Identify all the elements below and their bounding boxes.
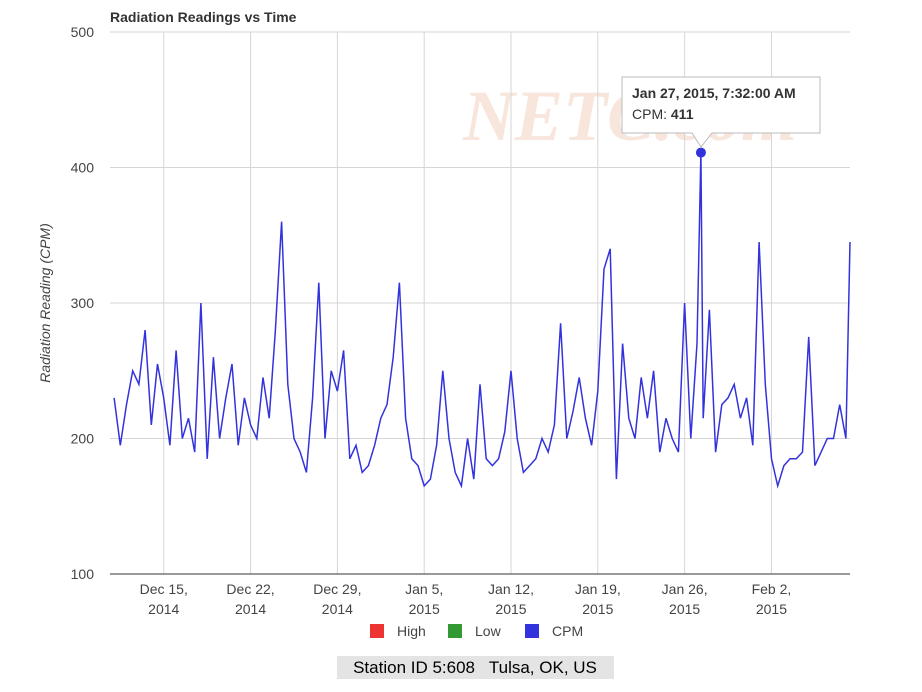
x-tick-label: Jan 5, 2015 <box>405 581 443 617</box>
tooltip-value: 411 <box>671 106 694 122</box>
x-tick-label: Feb 2, 2015 <box>752 581 792 617</box>
x-tick-label: Jan 12, 2015 <box>488 581 534 617</box>
x-tick-label: Dec 22, 2014 <box>226 581 274 617</box>
line-series <box>113 152 851 489</box>
tooltip-label: CPM: <box>632 106 667 122</box>
y-tick-label: 400 <box>71 160 95 176</box>
legend: High Low CPM <box>370 623 583 639</box>
legend-label: CPM <box>552 623 583 639</box>
legend-label: High <box>397 623 426 639</box>
y-axis-label: Radiation Reading (CPM) <box>37 223 53 383</box>
chart-title: Radiation Readings vs Time <box>110 9 297 25</box>
x-tick-label: Jan 26, 2015 <box>662 581 708 617</box>
legend-swatch <box>525 624 539 638</box>
legend-swatch <box>370 624 384 638</box>
y-tick-label: 200 <box>71 431 95 447</box>
y-tick-label: 500 <box>71 24 95 40</box>
highlight-point <box>695 147 706 158</box>
tooltip-title: Jan 27, 2015, 7:32:00 AM <box>632 85 796 101</box>
x-tick-label: Dec 29, 2014 <box>313 581 361 617</box>
footer: Station ID 5:608 Tulsa, OK, US <box>353 658 597 677</box>
y-tick-label: 300 <box>71 295 95 311</box>
x-tick-label: Dec 15, 2014 <box>140 581 188 617</box>
legend-label: Low <box>475 623 502 639</box>
y-tick-label: 100 <box>71 566 95 582</box>
x-tick-label: Jan 19, 2015 <box>575 581 621 617</box>
tooltip-box <box>621 76 821 148</box>
footer-box <box>337 656 614 679</box>
tooltip-body: CPM: 411 <box>632 106 694 122</box>
legend-swatch <box>448 624 462 638</box>
tooltip: Jan 27, 2015, 7:32:00 AM CPM: 411 <box>621 76 821 148</box>
